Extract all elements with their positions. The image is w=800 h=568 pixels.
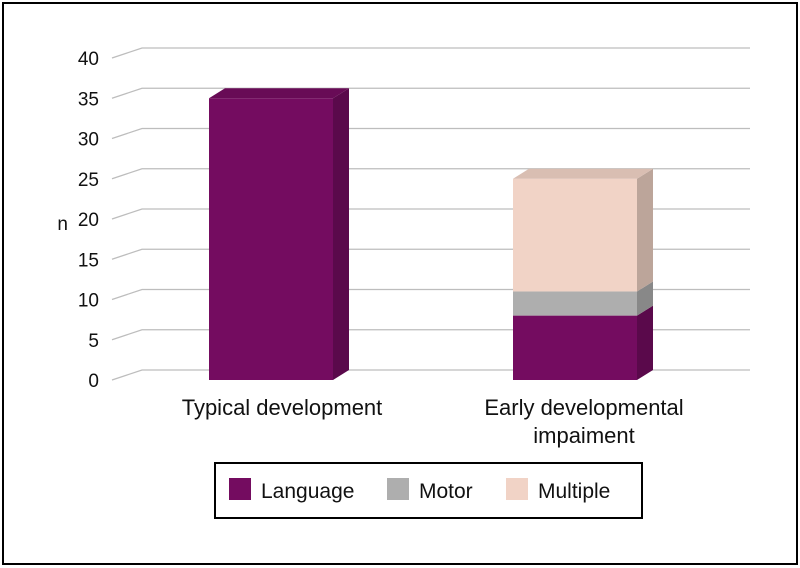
gridline: [111, 127, 750, 140]
y-tick-label: 0: [88, 371, 99, 392]
bar-side-multiple: [637, 168, 653, 292]
gridline: [111, 329, 750, 341]
x-axis-labels: Typical development Early developmental im…: [182, 395, 684, 448]
y-tick-label: 20: [78, 210, 99, 231]
legend-label-language: Language: [261, 480, 354, 503]
gridlines: [111, 47, 750, 381]
y-axis-ticks: 0 5 10 15 20 25 30 35 40: [78, 49, 99, 392]
gridline: [111, 87, 750, 99]
y-axis-label: n: [57, 214, 68, 235]
bar-side-motor: [637, 281, 653, 316]
bar-segment-language: [209, 98, 333, 380]
bar-segment-language: [513, 315, 637, 380]
legend-swatch-motor: [387, 478, 409, 500]
y-tick-label: 25: [78, 170, 99, 191]
legend-label-multiple: Multiple: [538, 480, 610, 503]
legend-swatch-language: [229, 478, 251, 500]
bar-segment-motor: [513, 291, 637, 316]
bar-segment-multiple: [513, 178, 637, 292]
y-tick-label: 10: [78, 291, 99, 312]
legend-box: [214, 462, 643, 519]
legend-label-motor: Motor: [419, 480, 473, 503]
gridline: [111, 168, 750, 180]
bar-side-language: [637, 305, 653, 380]
y-tick-label: 5: [88, 331, 99, 352]
x-tick-label: Early developmental impaiment: [484, 395, 683, 448]
legend: Language Motor Multiple: [214, 462, 643, 519]
y-tick-label: 30: [78, 130, 99, 151]
gridline: [111, 288, 750, 301]
bar-top-multiple: [513, 168, 653, 179]
stacked-bar-chart: 0 5 10 15 20 25 30 35 40 n Typical development Ea…: [57, 47, 750, 519]
gridline: [111, 369, 750, 381]
gridline: [111, 248, 750, 260]
y-tick-label: 15: [78, 250, 99, 271]
y-tick-label: 35: [78, 89, 99, 110]
bar-top-language: [209, 88, 349, 99]
x-tick-label: Typical development: [182, 395, 383, 420]
y-tick-label: 40: [78, 49, 99, 70]
bar-side-language: [333, 88, 349, 380]
gridline: [111, 47, 750, 59]
legend-swatch-multiple: [506, 478, 528, 500]
gridline: [111, 208, 750, 220]
bars: [209, 88, 653, 380]
